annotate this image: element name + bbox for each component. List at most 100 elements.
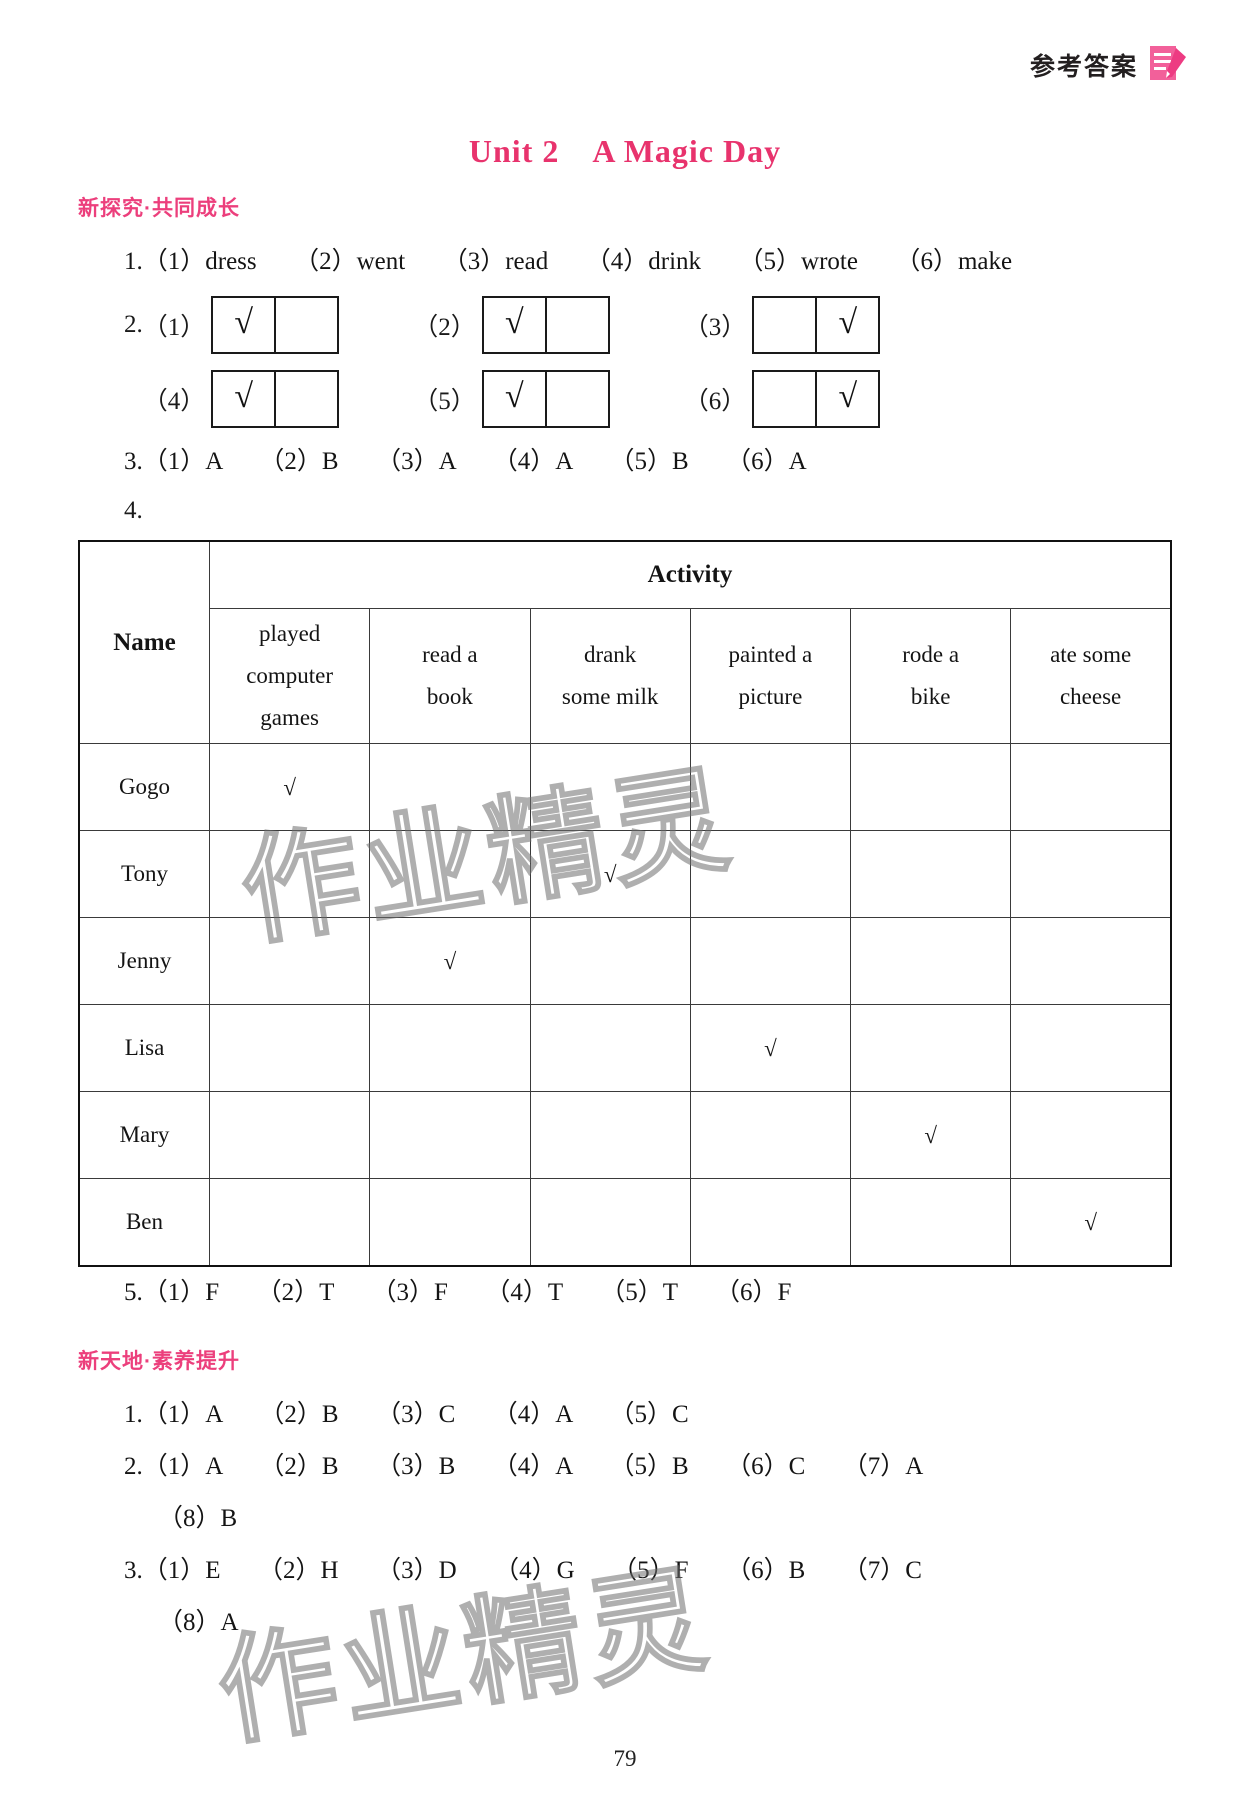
cell-empty[interactable] — [689, 1091, 852, 1179]
col-4-line-1: bike — [910, 684, 951, 709]
cell-empty[interactable] — [1010, 1091, 1173, 1179]
cell-empty[interactable] — [208, 1091, 371, 1179]
cell-empty[interactable] — [1010, 1004, 1173, 1092]
cell-empty[interactable] — [849, 1004, 1012, 1092]
checkbox-cell-right[interactable] — [544, 372, 608, 426]
checkbox-pair-4[interactable]: √ — [211, 370, 340, 428]
answer-item-4-label: 4. — [124, 497, 143, 524]
checkbox-number-1: （1） — [142, 314, 206, 341]
row-name: Lisa — [78, 1004, 210, 1092]
cell-empty[interactable] — [849, 743, 1012, 831]
checkbox-number-3: （3） — [683, 314, 747, 341]
cell-mark[interactable]: √ — [1010, 1178, 1173, 1267]
checkbox-group-1: （1） √ — [143, 296, 340, 354]
section2-answer-item-3: 3.（1）E （2）H （3）D （4）G （5）F （6）B （7）C — [124, 1557, 922, 1584]
col-1-line-0: read a — [422, 642, 478, 667]
cell-empty[interactable] — [369, 830, 531, 918]
checkbox-cell-left[interactable]: √ — [484, 298, 545, 352]
cell-empty[interactable] — [529, 917, 691, 1005]
checkbox-pair-6[interactable]: √ — [752, 370, 881, 428]
cell-empty[interactable] — [849, 1178, 1012, 1267]
checkbox-cell-right[interactable] — [544, 298, 608, 352]
row-name: Mary — [78, 1091, 210, 1179]
table-row: Lisa √ — [78, 1004, 1173, 1092]
checkbox-cell-left[interactable] — [754, 298, 815, 352]
running-header: 参考答案 — [1030, 44, 1188, 86]
answer-content: 新探究·共同成长 1.（1）dress （2）went （3）read （4）d… — [78, 192, 1173, 1649]
cell-empty[interactable] — [208, 1004, 371, 1092]
row-name: Ben — [78, 1178, 210, 1267]
cell-empty[interactable] — [208, 1178, 371, 1267]
table-row: Jenny √ — [78, 917, 1173, 1005]
row-name: Tony — [78, 830, 210, 918]
cell-empty[interactable] — [529, 743, 691, 831]
cell-empty[interactable] — [369, 1004, 531, 1092]
section-heading-2: 新天地·素养提升 — [78, 1350, 240, 1373]
check-mark: √ — [234, 378, 254, 415]
table-header-row-sub: played computer games read a book drank … — [79, 608, 1173, 744]
section-heading-1: 新探究·共同成长 — [78, 197, 240, 220]
checkbox-cell-right[interactable]: √ — [815, 372, 878, 426]
checkbox-cell-left[interactable] — [754, 372, 815, 426]
answer-item-1: 1.（1）dress （2）went （3）read （4）drink （5）w… — [124, 248, 1013, 275]
table-header-col-2: drank some milk — [529, 608, 691, 744]
cell-empty[interactable] — [369, 1091, 531, 1179]
checkbox-cell-left[interactable]: √ — [213, 298, 274, 352]
checkbox-group-3: （3） √ — [684, 296, 881, 354]
page-number: 79 — [613, 1746, 637, 1771]
checkbox-group-5: （5） √ — [413, 370, 610, 428]
checkbox-cell-right[interactable] — [274, 372, 337, 426]
cell-empty[interactable] — [529, 1178, 691, 1267]
cell-empty[interactable] — [529, 1091, 691, 1179]
table-header-name: Name — [78, 540, 210, 744]
cell-empty[interactable] — [1010, 830, 1173, 918]
checkbox-cell-left[interactable]: √ — [484, 372, 545, 426]
section2-answer-item-1: 1.（1）A （2）B （3）C （4）A （5）C — [124, 1401, 689, 1428]
table-header-col-3: painted a picture — [689, 608, 852, 744]
cell-mark[interactable]: √ — [208, 743, 371, 831]
item-2-label-spacer — [124, 385, 143, 413]
cell-empty[interactable] — [1010, 917, 1173, 1005]
checkbox-number-2: （2） — [413, 314, 476, 341]
col-3-line-0: painted a — [728, 642, 813, 667]
checkbox-pair-5[interactable]: √ — [481, 370, 610, 428]
cell-mark[interactable]: √ — [849, 1091, 1012, 1179]
row-name: Jenny — [78, 917, 210, 1005]
section2-answer-item-3-cont: （8）A — [158, 1609, 239, 1636]
checkbox-number-6: （6） — [683, 388, 747, 415]
checkbox-cell-right[interactable]: √ — [815, 298, 878, 352]
cell-empty[interactable] — [689, 743, 852, 831]
cell-mark[interactable]: √ — [689, 1004, 852, 1092]
table-header-col-0: played computer games — [208, 608, 371, 744]
cell-empty[interactable] — [849, 917, 1012, 1005]
col-0-line-1: computer — [246, 663, 334, 688]
cell-empty[interactable] — [689, 830, 852, 918]
cell-empty[interactable] — [208, 917, 371, 1005]
cell-empty[interactable] — [689, 917, 852, 1005]
col-0-line-0: played — [258, 621, 321, 646]
cell-empty[interactable] — [689, 1178, 852, 1267]
checkbox-pair-2[interactable]: √ — [481, 296, 610, 354]
col-4-line-0: rode a — [902, 642, 960, 667]
check-mark: √ — [838, 378, 858, 415]
checkbox-pair-1[interactable]: √ — [211, 296, 340, 354]
checkbox-number-4: （4） — [142, 388, 206, 415]
table-row: Tony √ — [78, 830, 1173, 918]
checkbox-cell-left[interactable]: √ — [213, 372, 274, 426]
cell-empty[interactable] — [369, 743, 531, 831]
answer-item-3: 3.（1）A （2）B （3）A （4）A （5）B （6）A — [124, 448, 807, 475]
cell-empty[interactable] — [849, 830, 1012, 918]
cell-empty[interactable] — [369, 1178, 531, 1267]
cell-empty[interactable] — [529, 1004, 691, 1092]
cell-mark[interactable]: √ — [369, 917, 531, 1005]
answer-item-2-row-1: 2. （1） √ （2） √ （3） — [78, 288, 1172, 362]
activity-table: Name Activity played computer games read… — [78, 540, 1173, 1267]
checkbox-cell-right[interactable] — [274, 298, 337, 352]
cell-mark[interactable]: √ — [529, 830, 691, 918]
running-header-label: 参考答案 — [1029, 53, 1138, 81]
cell-empty[interactable] — [1010, 743, 1173, 831]
checkbox-pair-3[interactable]: √ — [752, 296, 881, 354]
cell-empty[interactable] — [208, 830, 371, 918]
col-5-line-1: cheese — [1059, 684, 1122, 709]
